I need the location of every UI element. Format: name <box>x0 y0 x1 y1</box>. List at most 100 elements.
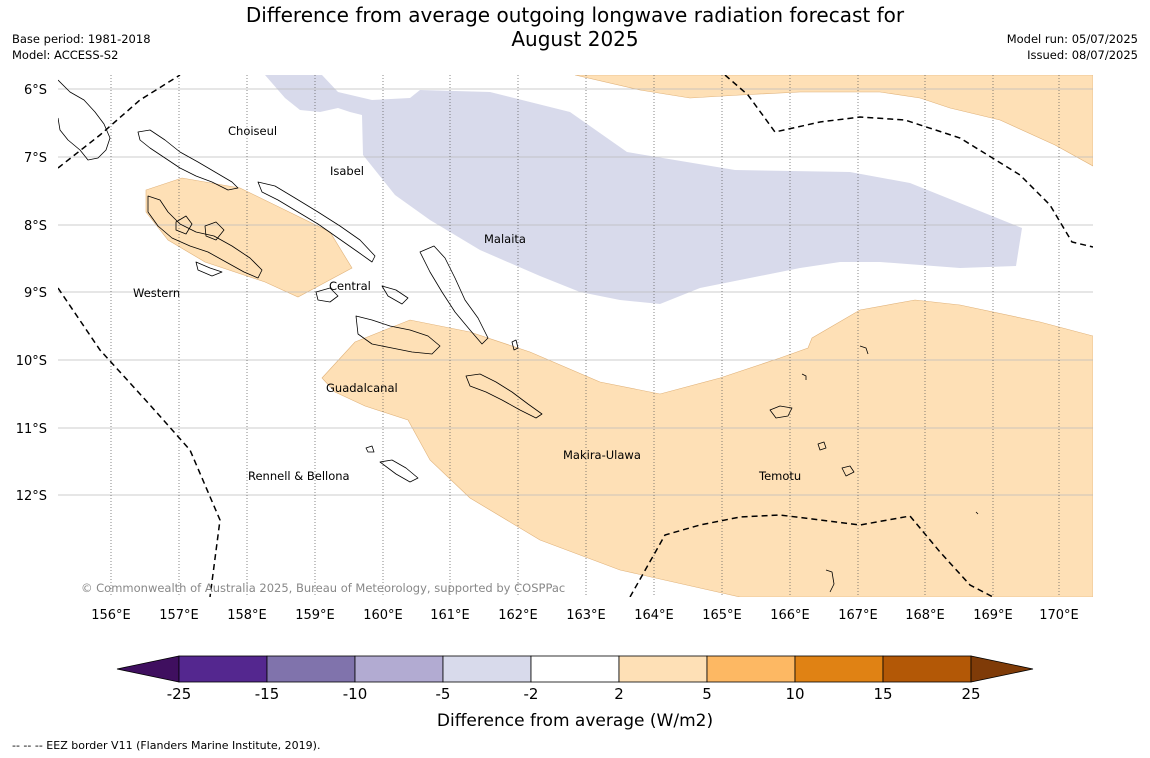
colorbar-cell <box>706 655 796 683</box>
russell-islands-coastline <box>381 285 409 305</box>
duff-islands-coastline <box>859 345 869 355</box>
isabel-coastline <box>257 181 376 263</box>
colorbar-extend-max <box>970 655 1034 683</box>
colorbar: -25 -15 -10 -5 -2 2 5 10 15 25 Differenc… <box>116 655 1034 731</box>
model-name: Model: ACCESS-S2 <box>12 48 119 62</box>
lon-label-168e: 168°E <box>905 608 945 623</box>
utupua-coastline <box>817 441 827 451</box>
colorbar-cells <box>116 655 1034 683</box>
title-line-1: Difference from average outgoing longwav… <box>245 3 905 27</box>
province-label-rennell-bellona: Rennell & Bellona <box>248 469 350 483</box>
lon-label-167e: 167°E <box>838 608 878 623</box>
colorbar-tick-label: -10 <box>343 685 368 703</box>
tikopia-coastline <box>975 511 979 515</box>
lat-label-7s: 7°S <box>24 151 47 166</box>
lon-label-162e: 162°E <box>498 608 538 623</box>
eez-north-west <box>58 75 181 169</box>
choiseul-coastline <box>137 129 239 191</box>
colorbar-ticks: -25 -15 -10 -5 -2 2 5 10 15 25 <box>167 685 981 703</box>
vanikoro-coastline <box>841 465 855 477</box>
copyright-notice: © Commonwealth of Australia 2025, Bureau… <box>81 581 565 595</box>
title-line-2: August 2025 <box>511 27 639 51</box>
rennell-coastline <box>379 459 419 483</box>
lon-label-160e: 160°E <box>363 608 403 623</box>
province-labels: Choiseul Isabel Malaita Western Central … <box>133 124 801 483</box>
colorbar-tick-label: -15 <box>255 685 280 703</box>
lon-label-166e: 166°E <box>770 608 810 623</box>
colorbar-tick-label: -25 <box>167 685 192 703</box>
lon-label-157e: 157°E <box>159 608 199 623</box>
lon-label-159e: 159°E <box>295 608 335 623</box>
province-label-malaita: Malaita <box>484 232 526 246</box>
lon-label-163e: 163°E <box>566 608 606 623</box>
santa-cruz-coastline <box>769 405 793 419</box>
florida-islands-coastline <box>315 287 339 303</box>
eez-west <box>58 287 221 597</box>
base-period: Base period: 1981-2018 <box>12 32 151 46</box>
eez-south <box>629 514 994 597</box>
coastlines <box>58 79 979 593</box>
lon-label-158e: 158°E <box>227 608 267 623</box>
western-islet-2 <box>204 221 225 241</box>
colorbar-cell <box>618 655 708 683</box>
reef-islands-coastline <box>801 373 807 380</box>
positive-anomaly-north <box>574 75 1093 167</box>
colorbar-tick-label: -2 <box>524 685 539 703</box>
province-label-isabel: Isabel <box>330 164 364 178</box>
bougainville-coastline <box>58 79 111 161</box>
colorbar-cell <box>794 655 884 683</box>
colorbar-tick-label: 25 <box>961 685 980 703</box>
model-run-date: Model run: 05/07/2025 <box>1006 32 1138 46</box>
eez-border-legend: -- -- -- EEZ border V11 (Flanders Marine… <box>12 739 321 752</box>
lat-gridlines <box>58 88 1093 496</box>
lat-label-10s: 10°S <box>16 354 47 369</box>
colorbar-label: Difference from average (W/m2) <box>437 711 713 731</box>
malaita-coastline <box>419 245 489 345</box>
bellona-coastline <box>365 445 375 453</box>
colorbar-tick-label: 2 <box>614 685 624 703</box>
colorbar-tick-label: -5 <box>436 685 451 703</box>
province-label-makira-ulawa: Makira-Ulawa <box>563 448 641 462</box>
lon-label-161e: 161°E <box>430 608 470 623</box>
map-frame: Choiseul Isabel Malaita Western Central … <box>58 75 1093 597</box>
colorbar-tick-label: 10 <box>785 685 804 703</box>
lon-label-164e: 164°E <box>634 608 674 623</box>
lat-axis-labels: 6°S 7°S 8°S 9°S 10°S 11°S 12°S <box>16 83 47 504</box>
province-label-central: Central <box>329 279 371 293</box>
anomaly-fills <box>145 75 1093 597</box>
colorbar-extend-min <box>116 655 180 683</box>
positive-anomaly-west <box>145 177 353 298</box>
province-label-guadalcanal: Guadalcanal <box>326 381 398 395</box>
ulawa-coastline <box>511 339 519 351</box>
makira-coastline <box>465 373 543 419</box>
lat-label-8s: 8°S <box>24 219 47 234</box>
lat-label-9s: 9°S <box>24 286 47 301</box>
lat-label-11s: 11°S <box>16 422 47 437</box>
lon-label-156e: 156°E <box>91 608 131 623</box>
new-georgia-coastline <box>147 195 263 279</box>
run-info: Model run: 05/07/2025 Issued: 08/07/2025 <box>1007 31 1138 63</box>
colorbar-cell <box>354 655 444 683</box>
colorbar-cell <box>178 655 268 683</box>
western-islet-1 <box>175 215 193 235</box>
province-label-choiseul: Choiseul <box>228 124 277 138</box>
western-islet-3 <box>195 261 223 277</box>
guadalcanal-coastline <box>355 315 441 355</box>
colorbar-cell <box>882 655 972 683</box>
province-label-temotu: Temotu <box>758 469 801 483</box>
lat-label-6s: 6°S <box>24 83 47 98</box>
lon-label-170e: 170°E <box>1039 608 1079 623</box>
colorbar-cell <box>442 655 532 683</box>
colorbar-cell <box>266 655 356 683</box>
chart-title: Difference from average outgoing longwav… <box>0 3 1150 51</box>
lon-axis-labels: 156°E 157°E 158°E 159°E 160°E 161°E 162°… <box>91 608 1079 623</box>
eez-north-east <box>724 75 1093 248</box>
colorbar-tick-label: 15 <box>873 685 892 703</box>
colorbar-tick-label: 5 <box>702 685 712 703</box>
issued-date: Issued: 08/07/2025 <box>1027 48 1138 62</box>
eez-border <box>58 75 1093 597</box>
colorbar-cell <box>530 655 620 683</box>
lon-label-165e: 165°E <box>702 608 742 623</box>
lon-label-169e: 169°E <box>973 608 1013 623</box>
lat-label-12s: 12°S <box>16 489 47 504</box>
